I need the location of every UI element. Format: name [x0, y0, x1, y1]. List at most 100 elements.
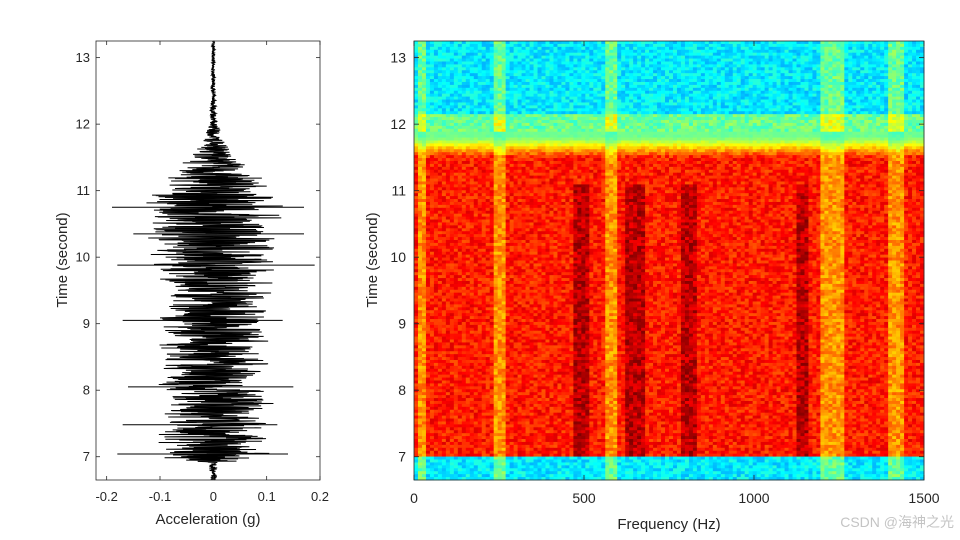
spectrogram-cell — [617, 49, 622, 54]
spectrogram-cell — [509, 149, 515, 153]
spectrogram-cell — [589, 67, 594, 71]
spectrogram-cell — [577, 105, 582, 109]
spectrogram-cell — [537, 41, 542, 45]
spectrogram-cell — [453, 128, 459, 133]
spectrogram-cell — [565, 122, 570, 127]
spectrogram-cell — [457, 140, 463, 144]
spectrogram-cell — [904, 73, 909, 77]
spectrogram-cell — [633, 105, 638, 109]
spectrogram-cell — [852, 114, 857, 118]
spectrogram-cell — [501, 117, 507, 121]
spectrogram-cell — [676, 46, 682, 51]
spectrogram-cell — [888, 76, 893, 80]
spectrogram-cell — [916, 79, 921, 83]
spectrogram-cell — [645, 58, 650, 62]
spectrogram-cell — [688, 67, 694, 71]
spectrogram-cell — [637, 131, 642, 136]
spectrogram-cell — [736, 67, 742, 71]
spectrogram-cell — [509, 81, 515, 86]
spectrogram-cell — [601, 41, 606, 45]
spectrogram-cell — [904, 84, 909, 89]
spectrogram-cell — [601, 43, 606, 48]
spectrogram-cell — [501, 93, 507, 98]
spectrogram-cell — [449, 120, 455, 124]
spectrogram-cell — [812, 122, 817, 127]
spectrogram-cell — [445, 64, 451, 68]
spectrogram-cell — [477, 76, 483, 80]
spectrogram-cell — [593, 96, 598, 100]
spectrogram-cell — [661, 105, 666, 109]
spectrogram-cell — [744, 76, 750, 80]
spectrogram-cell — [653, 114, 658, 118]
spectrogram-cell — [776, 96, 781, 100]
spectrogram-cell — [617, 146, 622, 150]
spectrogram-cell — [688, 70, 694, 74]
spectrogram-cell — [417, 143, 423, 147]
spectrogram-cell — [513, 105, 518, 109]
spectrogram-cell — [692, 70, 698, 74]
spectrogram-cell — [764, 58, 770, 62]
spectrogram-cell — [457, 137, 463, 141]
spectrogram-cell — [445, 49, 451, 54]
spectrogram-cell — [445, 61, 451, 65]
spectrogram-cell — [740, 140, 746, 144]
spectrogram-cell — [840, 128, 845, 133]
spectrogram-cell — [517, 149, 522, 153]
spectrogram-cell — [641, 67, 646, 71]
spectrogram-cell — [641, 128, 646, 133]
spectrogram-cell — [724, 46, 730, 51]
spectrogram-cell — [585, 125, 590, 130]
spectrogram-cell — [724, 111, 730, 115]
spectrogram-cell — [589, 99, 594, 103]
spectrogram-cell — [561, 64, 566, 68]
spectrogram-cell — [704, 76, 710, 80]
spectrogram-cell — [720, 43, 726, 48]
spectrogram-cell — [704, 122, 710, 127]
spectrogram-cell — [593, 90, 598, 95]
spectrogram-cell — [816, 134, 821, 138]
spectrogram-cell — [414, 114, 419, 118]
spectrogram-cell — [764, 128, 770, 133]
spectrogram-cell — [605, 143, 610, 147]
spectrogram-cell — [852, 143, 857, 147]
spectrogram-cell — [744, 52, 750, 57]
spectrogram-cell — [828, 140, 833, 144]
spectrogram-cell — [493, 134, 499, 138]
spectrogram-cell — [605, 102, 610, 106]
spectrogram-cell — [676, 49, 682, 54]
spectrogram-cell — [453, 81, 459, 86]
spectrogram-cell — [553, 90, 558, 95]
spectrogram-cell — [585, 152, 590, 156]
spectrogram-cell — [700, 43, 706, 48]
spectrogram-cell — [629, 43, 634, 48]
spectrogram-cell — [916, 105, 921, 109]
spectrogram-cell — [696, 55, 702, 59]
spectrogram-cell — [585, 96, 590, 100]
spectrogram-cell — [720, 55, 726, 59]
spectrogram-cell — [477, 140, 483, 144]
spectrogram-cell — [669, 122, 674, 127]
spectrogram-cell — [569, 152, 574, 156]
spectrogram-cell — [796, 128, 801, 133]
spectrogram-cell — [852, 111, 857, 115]
spectrogram-cell — [764, 41, 770, 45]
spectrogram-cell — [776, 99, 781, 103]
spectrogram-cell — [561, 41, 566, 45]
spectrogram-cell — [868, 146, 873, 150]
accel-y-tick-label: 13 — [76, 50, 90, 65]
spectrogram-cell — [549, 152, 554, 156]
spectrogram-cell — [605, 76, 610, 80]
spectrogram-cell — [633, 84, 638, 89]
spectrogram-cell — [708, 117, 714, 121]
spectrogram-cell — [501, 46, 507, 51]
spectrogram-cell — [561, 146, 566, 150]
spectrogram-cell — [812, 81, 817, 86]
spectrogram-cell — [489, 99, 495, 103]
spectrogram-cell — [748, 122, 754, 127]
spectrogram-cell — [796, 93, 801, 98]
spectrogram-cell — [661, 99, 666, 103]
spectrogram-cell — [780, 79, 785, 83]
spectrogram-cell — [573, 128, 578, 133]
spectrogram-cell — [557, 120, 562, 124]
spectrogram-cell — [617, 128, 622, 133]
